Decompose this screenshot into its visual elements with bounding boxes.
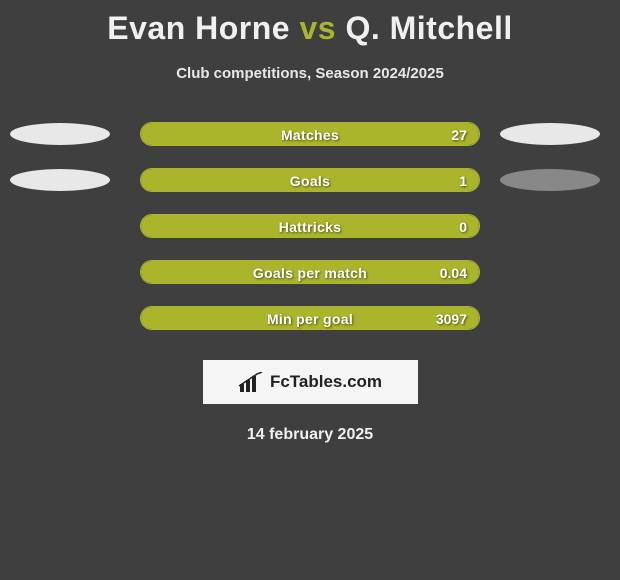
right-ellipse	[500, 123, 600, 145]
right-ellipse	[500, 169, 600, 191]
stat-bar: Goals1	[140, 168, 480, 192]
stat-label: Matches	[141, 123, 479, 146]
bar-chart-icon	[238, 372, 264, 392]
stat-bar: Goals per match0.04	[140, 260, 480, 284]
stat-label: Min per goal	[141, 307, 479, 330]
date-text: 14 february 2025	[0, 426, 620, 444]
stat-value: 27	[451, 123, 467, 146]
subtitle: Club competitions, Season 2024/2025	[0, 65, 620, 82]
left-ellipse	[10, 169, 110, 191]
logo-text: FcTables.com	[270, 372, 382, 392]
vs-text: vs	[299, 10, 336, 46]
stat-label: Goals per match	[141, 261, 479, 284]
stat-row: Goals1	[0, 168, 620, 192]
player1-name: Evan Horne	[107, 10, 290, 46]
stat-label: Goals	[141, 169, 479, 192]
stat-row: Hattricks0	[0, 214, 620, 238]
stat-row: Goals per match0.04	[0, 260, 620, 284]
fctables-logo: FcTables.com	[203, 360, 418, 404]
stat-bar: Matches27	[140, 122, 480, 146]
stat-bar: Min per goal3097	[140, 306, 480, 330]
player2-name: Q. Mitchell	[345, 10, 512, 46]
stats-rows: Matches27 Goals1 Hattricks0 Goals per match…	[0, 122, 620, 330]
stat-row: Min per goal3097	[0, 306, 620, 330]
stat-bar: Hattricks0	[140, 214, 480, 238]
stat-value: 0.04	[440, 261, 467, 284]
left-ellipse	[10, 123, 110, 145]
stat-value: 3097	[436, 307, 467, 330]
comparison-title: Evan Horne vs Q. Mitchell	[0, 0, 620, 47]
stat-value: 1	[459, 169, 467, 192]
stat-row: Matches27	[0, 122, 620, 146]
stat-label: Hattricks	[141, 215, 479, 238]
stat-value: 0	[459, 215, 467, 238]
